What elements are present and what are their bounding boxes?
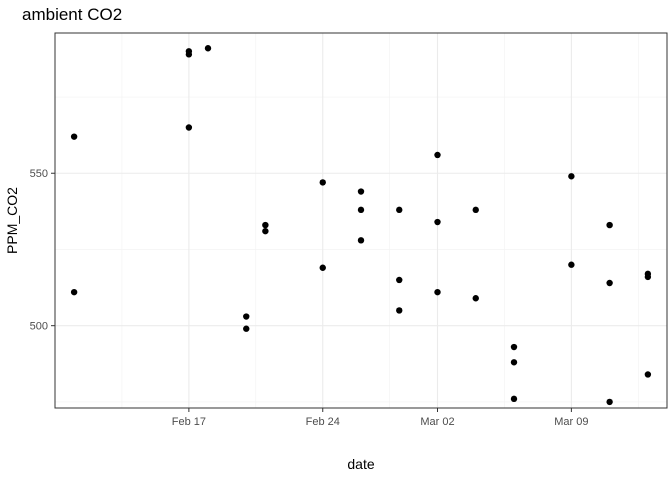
data-point — [510, 343, 518, 351]
data-point — [357, 237, 365, 244]
data-point — [357, 206, 365, 214]
data-point — [357, 188, 365, 195]
data-point — [434, 288, 441, 296]
y-axis-title: PPM_CO2 — [4, 187, 20, 254]
data-point — [606, 279, 613, 287]
data-point — [70, 288, 78, 296]
x-axis: Feb 17 Feb 24 Mar 02 Mar 09 — [172, 408, 589, 428]
data-point — [434, 151, 441, 159]
chart-title: ambient CO2 — [22, 5, 122, 24]
data-point — [472, 206, 479, 214]
data-point — [319, 264, 326, 271]
data-point — [319, 179, 326, 186]
data-point — [262, 221, 269, 229]
data-points — [70, 45, 652, 406]
plot-panel — [55, 33, 667, 408]
data-point — [472, 295, 479, 302]
data-point — [644, 371, 652, 378]
data-point — [185, 124, 193, 131]
data-point — [204, 45, 212, 52]
data-point — [243, 313, 250, 320]
y-axis: 500 550 — [30, 168, 55, 333]
y-tick-label: 550 — [30, 168, 48, 180]
data-point — [434, 218, 441, 226]
data-point — [568, 261, 575, 268]
data-point — [644, 273, 652, 281]
x-tick-label: Feb 17 — [172, 416, 206, 428]
x-tick-label: Feb 24 — [306, 416, 340, 428]
plot-border — [54, 32, 668, 409]
major-gridlines — [55, 33, 667, 408]
data-point — [510, 359, 518, 366]
x-axis-title: date — [347, 456, 374, 472]
data-point — [606, 398, 613, 406]
data-point — [262, 227, 269, 235]
data-point — [396, 307, 403, 314]
y-tick-label: 500 — [30, 321, 48, 333]
data-point — [606, 221, 613, 229]
minor-gridlines — [55, 33, 667, 408]
data-point — [396, 206, 403, 214]
data-point — [185, 51, 193, 58]
x-tick-label: Mar 02 — [420, 416, 454, 428]
data-point — [568, 173, 575, 180]
data-point — [396, 276, 403, 284]
x-tick-label: Mar 09 — [554, 416, 588, 428]
data-point — [510, 395, 518, 403]
data-point — [70, 133, 78, 140]
data-point — [243, 325, 250, 332]
